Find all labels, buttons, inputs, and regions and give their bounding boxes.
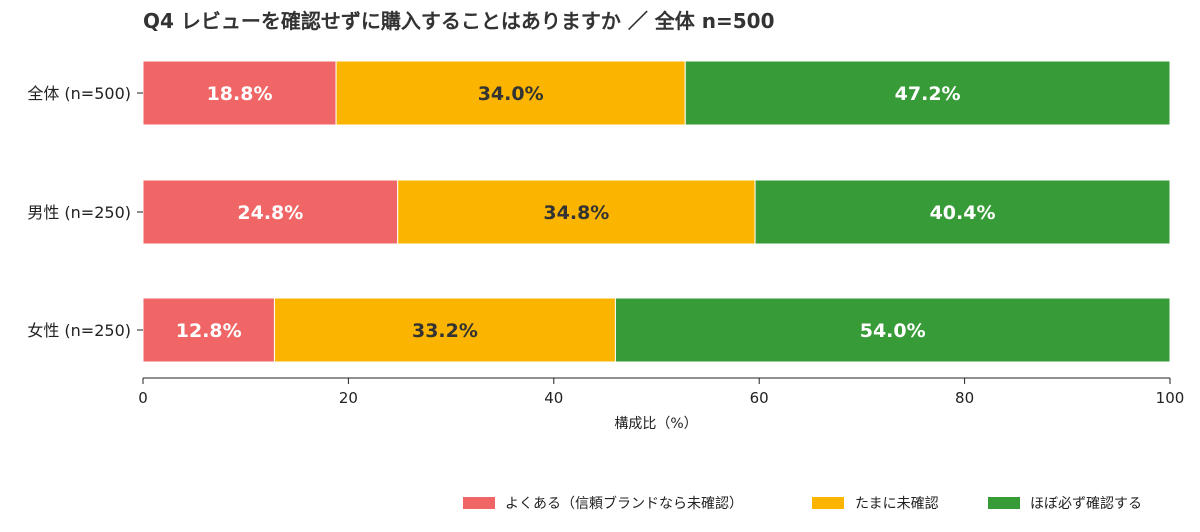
x-tick-label: 0 (138, 389, 148, 407)
category-label: 全体 (n=500) (27, 84, 131, 103)
bars-group: 18.8% 34.0% 47.2% 24.8% 34.8% 40.4% 12.8% 33.2%… (142, 60, 1171, 363)
bar-segment (614, 297, 1171, 363)
bar-segment (754, 179, 1171, 245)
x-tick-label: 40 (544, 389, 563, 407)
chart-title: Q4 レビューを確認せずに購入することはありますか ／ 全体 n=500 (143, 9, 775, 33)
bar-segment (335, 60, 686, 126)
bar-segment (273, 297, 616, 363)
category-label: 女性 (n=250) (27, 321, 131, 340)
bar-segment (397, 179, 756, 245)
x-tick-label: 80 (955, 389, 974, 407)
legend-swatch (463, 497, 495, 509)
y-axis: 全体 (n=500) 男性 (n=250) 女性 (n=250) (27, 84, 143, 340)
data-label: 18.8% (207, 83, 273, 105)
data-label: 12.8% (176, 320, 242, 342)
data-label: 54.0% (860, 320, 926, 342)
legend: よくある（信頼ブランドなら未確認） たまに未確認 ほぼ必ず確認する (463, 495, 1142, 512)
data-label: 40.4% (930, 202, 996, 224)
legend-label: ほぼ必ず確認する (1030, 496, 1142, 512)
bar-segment (142, 60, 337, 126)
legend-swatch (812, 497, 844, 509)
x-tick-label: 20 (339, 389, 358, 407)
legend-label: よくある（信頼ブランドなら未確認） (505, 495, 743, 512)
legend-swatch (988, 497, 1020, 509)
bar-segment (684, 60, 1171, 126)
x-tick-label: 100 (1156, 389, 1185, 407)
bar-segment (142, 297, 275, 363)
x-axis-label: 構成比（%） (614, 416, 697, 432)
data-label: 34.0% (478, 83, 544, 105)
legend-label: たまに未確認 (855, 496, 939, 512)
x-tick-label: 60 (750, 389, 769, 407)
data-label: 34.8% (543, 202, 609, 224)
x-axis: 0 20 40 60 80 100 (138, 377, 1185, 407)
category-label: 男性 (n=250) (27, 203, 131, 222)
data-label: 47.2% (895, 83, 961, 105)
data-label: 24.8% (237, 202, 303, 224)
bar-segment (142, 179, 399, 245)
data-label: 33.2% (412, 320, 478, 342)
